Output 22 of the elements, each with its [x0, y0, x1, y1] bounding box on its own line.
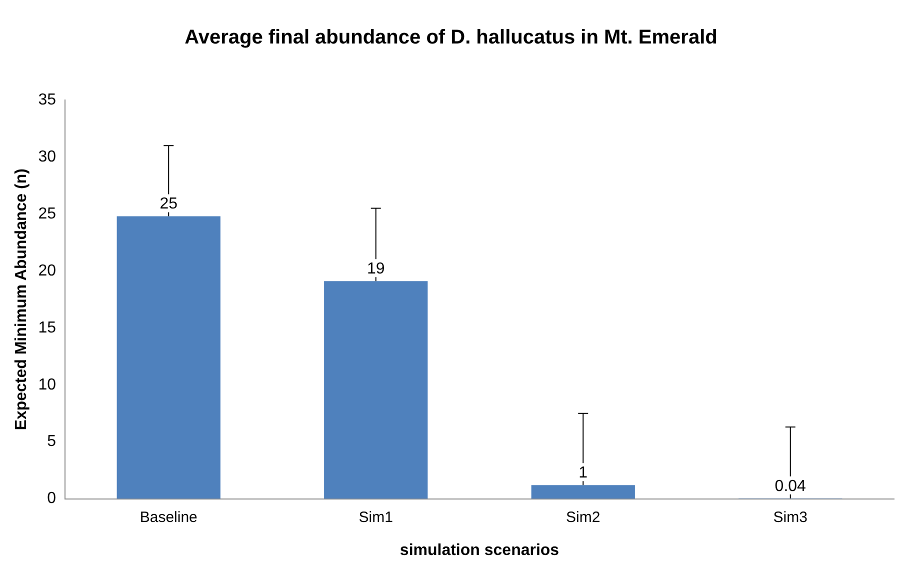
y-axis-title: Expected Minimum Abundance (n) [13, 168, 30, 430]
x-tick-label: Baseline [140, 508, 198, 526]
y-tick-label: 15 [38, 319, 56, 336]
data-label: 0.04 [774, 478, 806, 495]
x-tick-label: Sim2 [566, 508, 600, 526]
data-label: 1 [578, 464, 588, 482]
y-tick-label: 5 [47, 433, 56, 450]
chart-title: Average final abundance of D. hallucatus in Mt. Emerald [184, 26, 718, 49]
y-tick-label: 20 [38, 262, 56, 280]
bar [531, 485, 635, 499]
x-tick-label: Sim1 [358, 508, 393, 526]
x-axis-title: simulation scenarios [400, 542, 560, 559]
data-label: 19 [366, 260, 385, 278]
bar [324, 281, 428, 499]
y-tick-label: 35 [38, 91, 56, 108]
data-label: 25 [160, 196, 178, 213]
y-tick-label: 25 [38, 205, 56, 222]
y-tick-label: 10 [38, 376, 56, 394]
x-tick-label: Sim3 [773, 508, 808, 526]
bar [116, 216, 220, 499]
y-tick-label: 30 [38, 148, 56, 166]
y-tick-label: 0 [47, 490, 56, 508]
